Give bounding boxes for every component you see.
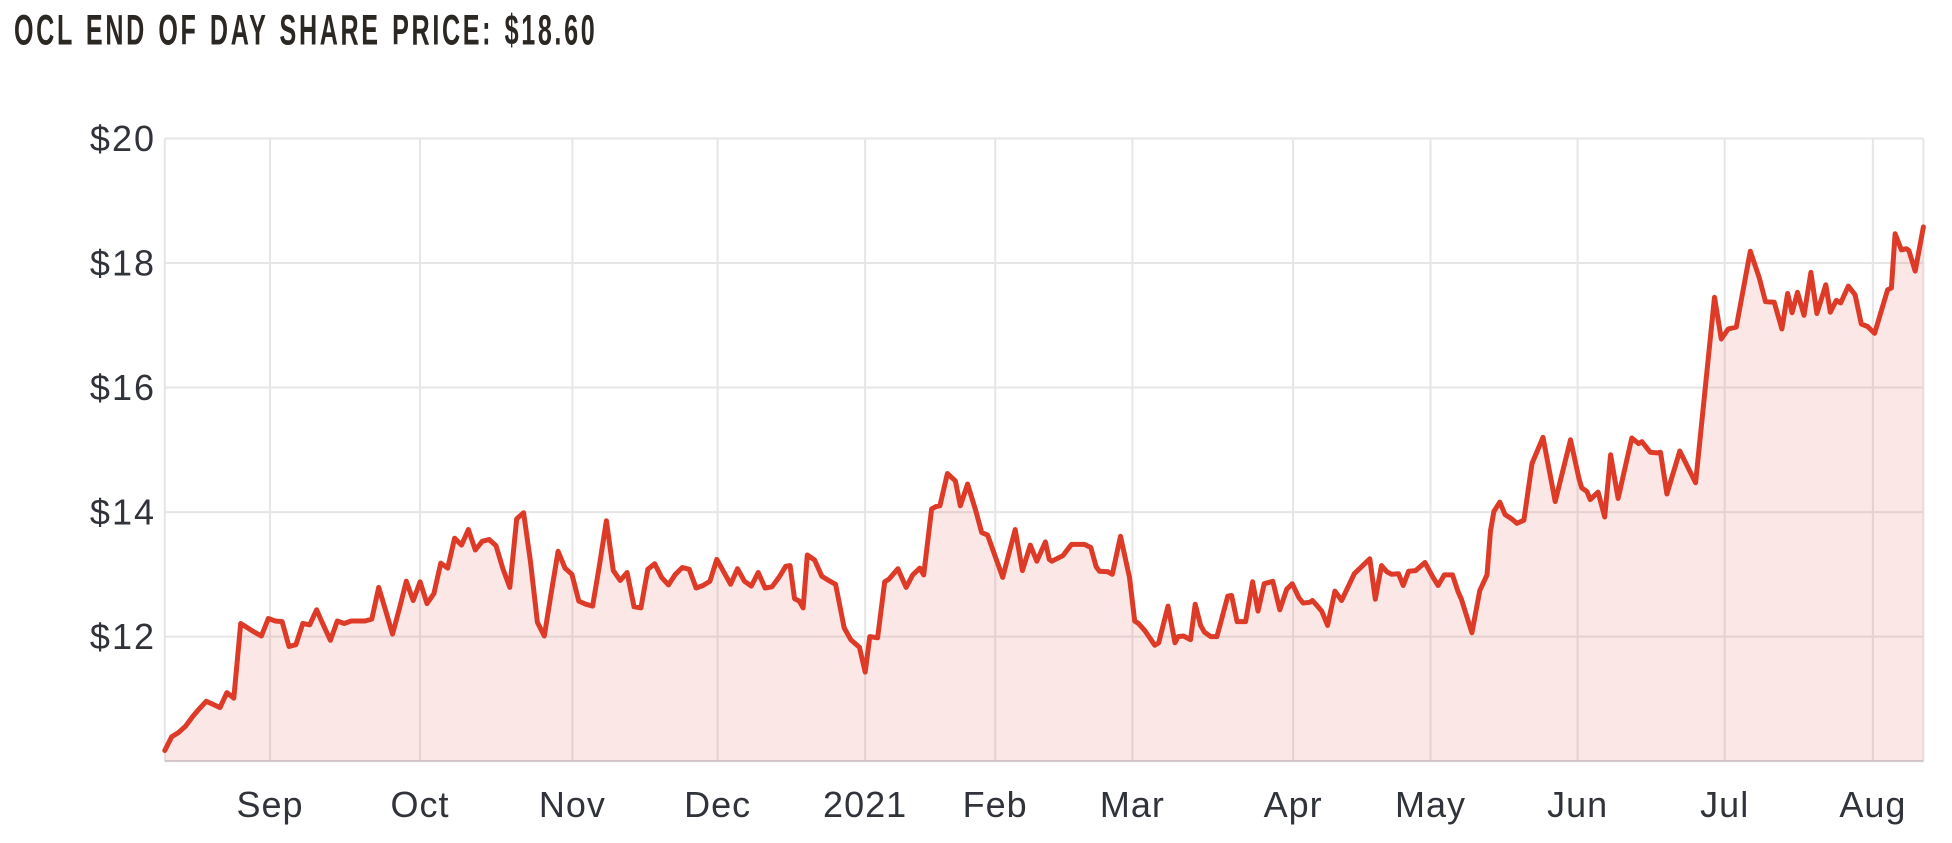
svg-text:$14: $14	[90, 492, 156, 533]
svg-text:OCL END OF DAY SHARE PRICE: $1: OCL END OF DAY SHARE PRICE: $18.60	[14, 7, 597, 54]
svg-text:Oct: Oct	[390, 784, 449, 825]
svg-text:Nov: Nov	[539, 784, 606, 825]
svg-text:$16: $16	[90, 367, 156, 408]
svg-text:$20: $20	[90, 118, 156, 159]
svg-text:Jun: Jun	[1547, 784, 1608, 825]
svg-text:Apr: Apr	[1264, 784, 1323, 825]
svg-text:May: May	[1395, 784, 1466, 825]
svg-text:Feb: Feb	[963, 784, 1028, 825]
svg-text:2021: 2021	[823, 784, 907, 825]
svg-text:Mar: Mar	[1100, 784, 1165, 825]
svg-text:Aug: Aug	[1839, 784, 1906, 825]
svg-text:Sep: Sep	[236, 784, 303, 825]
svg-text:$18: $18	[90, 243, 156, 284]
svg-text:Dec: Dec	[684, 784, 751, 825]
svg-text:$12: $12	[90, 616, 156, 657]
svg-text:Jul: Jul	[1700, 784, 1749, 825]
